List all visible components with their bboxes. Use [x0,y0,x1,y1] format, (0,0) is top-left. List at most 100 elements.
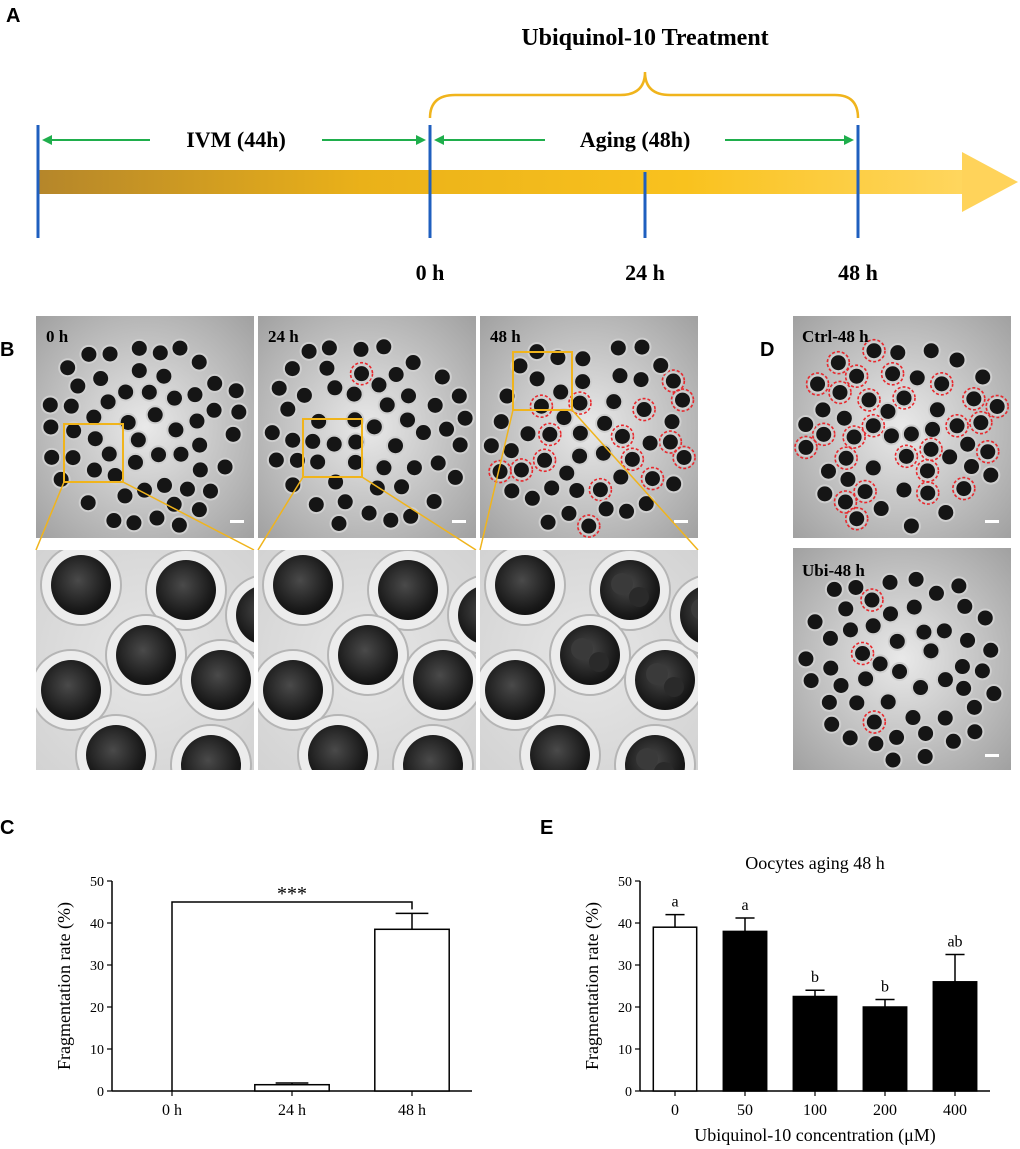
fragmented-marker [857,388,881,412]
fragmented-marker [833,490,858,514]
panel-b: B 0 h 24 h 48 h [0,316,699,770]
aging-label: Aging (48h) [580,127,691,152]
fragmented-marker [670,388,695,412]
oocyte-zoomed [181,735,241,770]
zoom-box-24h [302,418,363,478]
fragmented-marker [844,506,869,531]
oocyte-zoomed [156,560,216,620]
fragmented-marker [576,514,601,538]
image-label-0h: 0 h [46,327,69,346]
oocyte-zoomed [403,735,463,770]
fragmented-marker [794,435,818,460]
fragmented-marker [509,458,534,482]
y-tick-label: 0 [97,1085,104,1100]
x-tick-label: 24 h [278,1102,306,1119]
fragmented-marker [834,446,858,471]
x-tick-label: 200 [873,1102,897,1119]
fragmented-marker [945,413,969,438]
oocyte-zoomed [86,725,146,770]
oocyte-zoomed [116,625,176,685]
bar-24h [254,1083,330,1092]
image-label-ubi: Ubi-48 h [802,561,865,580]
chart-e: E 0 10 20 30 40 50 0 a 50 a 100 b 200 b 400 ab Fragmenta… [540,817,990,1146]
fragmented-marker [985,394,1009,419]
significance-letter: b [881,978,889,995]
scale-bar [452,520,466,523]
y-tick-label: 30 [90,959,104,974]
fragmented-marker [620,447,645,472]
oocyte-zoomed [458,587,476,643]
oocyte-zoomed [41,660,101,720]
significance-letter: ab [947,934,962,951]
significance-stars: *** [277,883,307,905]
fragmented-marker [842,425,866,449]
bar-200 [862,1006,908,1092]
scale-bar [230,520,244,523]
image-label-24h: 24 h [268,327,299,346]
oocyte-zoomed [273,555,333,615]
fragmented-marker [529,394,554,419]
fragmented-marker [853,479,877,504]
panel-letter-c: C [0,817,14,839]
image-label-ctrl: Ctrl-48 h [802,327,869,346]
x-tick-label: 0 [671,1102,679,1119]
treatment-label: Ubiquinol-10 Treatment [521,25,768,51]
oocyte-zoomed [378,560,438,620]
tick-label-48h: 48 h [838,260,878,285]
oocyte-zoomed [308,725,368,770]
chart-c: C 0 10 20 30 40 50 0 h 24 h 48 h Fragmentation ra… [0,817,472,1119]
tick-label-24h: 24 h [625,260,665,285]
y-tick-label: 40 [618,917,632,932]
y-axis-label: Fragmentation rate (%) [582,902,603,1070]
bar-100 [792,995,838,1092]
panel-a: A IVM (44h) Aging (48h) Ubiquinol-10 Tre… [6,5,1018,285]
fragmented-marker [828,380,852,405]
fragmented-marker [568,391,592,415]
chart-title: Oocytes aging 48 h [745,853,884,873]
bar-48h [374,928,450,1092]
y-axis-label: Fragmentation rate (%) [54,902,75,1070]
fragmented-marker [661,369,686,393]
fragmented-marker [975,439,1000,464]
oocyte-zoomed [680,587,698,643]
fragmented-marker [862,710,887,734]
x-tick-label: 0 h [162,1102,182,1119]
fragmented-marker [658,430,683,454]
oocyte-cluster-0h [40,338,249,535]
fragmented-marker [919,437,943,462]
fragmented-marker [826,350,851,375]
oocyte-zoomed [263,660,323,720]
fragmented-marker [962,387,986,411]
fragmented-marker [349,361,374,386]
image-label-48h: 48 h [490,327,521,346]
timeline-arrow-shaft [38,170,963,194]
scale-bar [985,520,999,523]
y-tick-label: 50 [90,875,104,890]
significance-letter: b [811,969,819,986]
panel-letter-b: B [0,339,14,361]
fragmented-marker [894,444,919,469]
oocyte-zoomed [338,625,398,685]
fragmented-marker [588,477,613,502]
fragmented-marker [862,338,886,363]
y-tick-label: 30 [618,959,632,974]
ivm-label: IVM (44h) [186,127,286,152]
panel-d: D Ctrl-48 h Ubi-48 h [760,316,1011,770]
y-tick-label: 20 [618,1001,632,1016]
significance-bracket [171,901,413,1091]
fragmented-marker [892,386,916,410]
fragmented-marker [632,397,656,422]
oocyte-zoomed [485,660,545,720]
fragmented-marker [538,422,562,447]
bar-50 [722,930,768,1092]
y-tick-label: 20 [90,1001,104,1016]
scale-bar [985,754,999,757]
y-tick-label: 10 [618,1043,632,1058]
fragmented-marker [532,448,557,473]
panel-letter-d: D [760,339,774,361]
x-tick-label: 100 [803,1102,827,1119]
bar-0 [652,926,698,1092]
fragmented-marker [488,459,512,484]
oocyte-zoomed [51,555,111,615]
